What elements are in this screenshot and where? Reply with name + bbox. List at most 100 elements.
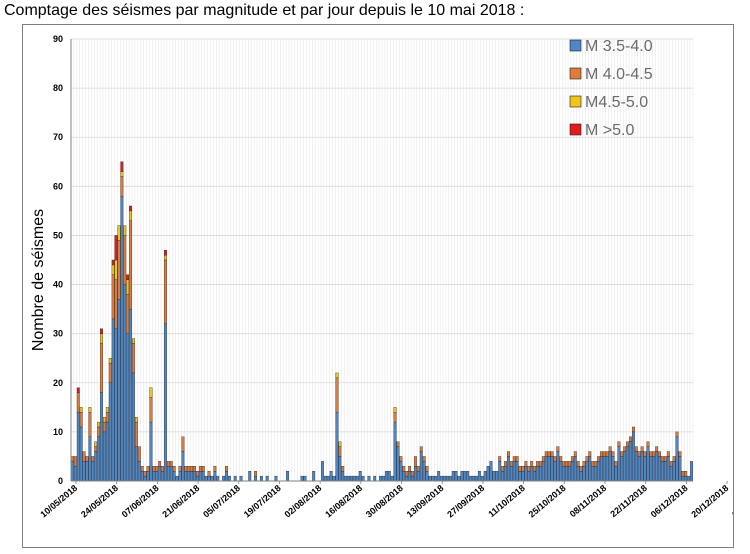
x-tick-label: 05/07/2018 xyxy=(201,483,242,520)
legend-label: M4.5-5.0 xyxy=(585,94,648,111)
bar-segment-series-2 xyxy=(190,466,194,472)
chart-frame: 0 10 20 30 40 50 60 70 80 90 10/05/2018 24/05/2018… xyxy=(22,24,734,548)
x-tick-label: 20/12/2018 xyxy=(689,483,730,520)
bar-segment-series-1 xyxy=(515,461,519,482)
bar-segment-series-2 xyxy=(126,294,130,334)
bar-segment-series-1 xyxy=(323,475,327,482)
bar-segment-series-2 xyxy=(132,343,135,374)
bar-segment-series-1 xyxy=(321,461,324,482)
bar-segment-series-2 xyxy=(640,446,644,452)
bar-segment-series-3 xyxy=(164,254,167,261)
bar-segment-series-2 xyxy=(85,456,89,462)
bar-segment-series-2 xyxy=(521,466,525,472)
bar-segment-series-4 xyxy=(126,274,130,280)
bar-segment-series-1 xyxy=(204,475,208,482)
bar-segment-series-1 xyxy=(661,461,664,482)
bar-segment-series-2 xyxy=(524,461,528,467)
bar-segment-series-2 xyxy=(97,426,101,437)
bar-segment-series-2 xyxy=(533,466,537,472)
bar-segment-series-2 xyxy=(661,456,664,462)
bar-segment-series-1 xyxy=(445,475,449,482)
y-tick-label: 50 xyxy=(53,230,63,240)
bar-segment-series-2 xyxy=(623,446,627,452)
bar-segment-series-1 xyxy=(591,466,595,482)
bar-segment-series-1 xyxy=(416,471,420,482)
bar-segment-series-3 xyxy=(105,407,109,413)
bar-segment-series-1 xyxy=(382,475,385,482)
bar-segment-series-1 xyxy=(448,475,452,482)
bar-segment-series-1 xyxy=(184,471,188,482)
bar-segment-series-1 xyxy=(637,456,641,482)
bar-segment-series-1 xyxy=(201,471,205,482)
bar-segment-series-2 xyxy=(396,441,400,447)
bar-segment-series-1 xyxy=(161,471,164,482)
legend-label: M >5.0 xyxy=(585,122,634,139)
bar-segment-series-1 xyxy=(225,471,228,482)
bar-segment-series-1 xyxy=(550,456,554,482)
bar-segment-series-1 xyxy=(466,471,470,482)
y-tick-label: 30 xyxy=(53,329,63,339)
bar-segment-series-1 xyxy=(312,471,316,482)
bar-segment-series-1 xyxy=(443,475,446,482)
bar-segment-series-1 xyxy=(190,471,194,482)
bar-segment-series-2 xyxy=(91,456,95,462)
bar-segment-series-3 xyxy=(132,338,135,344)
y-tick-label: 0 xyxy=(58,476,63,486)
bar-segment-series-2 xyxy=(402,466,406,472)
bar-segment-series-2 xyxy=(155,466,159,472)
bar-segment-series-2 xyxy=(425,466,429,472)
bar-segment-series-1 xyxy=(498,461,502,482)
bar-segment-series-1 xyxy=(681,475,685,482)
bar-segment-series-2 xyxy=(684,471,688,477)
bar-segment-series-1 xyxy=(640,451,644,482)
bar-segment-series-1 xyxy=(672,461,676,482)
bar-segment-series-1 xyxy=(547,456,551,482)
bar-segment-series-1 xyxy=(687,475,691,482)
bar-segment-series-1 xyxy=(553,461,557,482)
bar-segment-series-1 xyxy=(536,466,539,482)
bar-segment-series-1 xyxy=(678,456,682,482)
grid-lines xyxy=(70,38,694,482)
bar-segment-series-1 xyxy=(568,466,571,482)
bar-segment-series-2 xyxy=(140,466,144,472)
bar-segment-series-2 xyxy=(669,461,673,467)
bar-segment-series-2 xyxy=(137,446,141,462)
bar-segment-series-2 xyxy=(393,412,397,423)
bar-segment-series-2 xyxy=(649,451,653,457)
bar-segment-series-2 xyxy=(576,461,580,467)
bar-segment-series-2 xyxy=(172,466,176,472)
bar-segment-series-1 xyxy=(495,471,499,482)
bar-segment-series-1 xyxy=(422,461,426,482)
bar-segment-series-1 xyxy=(352,475,356,482)
bar-segment-series-1 xyxy=(213,471,217,482)
bar-segment-series-2 xyxy=(161,466,164,472)
bar-segment-series-1 xyxy=(97,436,101,482)
bar-segment-series-1 xyxy=(489,461,493,482)
bar-segment-series-2 xyxy=(646,441,650,447)
bar-segment-series-2 xyxy=(129,220,132,310)
bar-segment-series-1 xyxy=(492,471,496,482)
y-tick-label: 80 xyxy=(53,83,63,93)
bar-segment-series-2 xyxy=(123,235,127,285)
bar-segment-series-1 xyxy=(114,328,118,482)
y-tick-label: 40 xyxy=(53,280,63,290)
bar-segment-series-1 xyxy=(428,475,432,482)
bar-segment-series-3 xyxy=(114,259,118,280)
x-tick-label: 16/08/2018 xyxy=(323,483,364,520)
bar-segment-series-2 xyxy=(498,456,502,462)
bar-segment-series-3 xyxy=(100,333,103,344)
bar-segment-series-1 xyxy=(71,461,74,482)
x-tick-labels: 10/05/2018 24/05/2018 07/06/2018 21/06/2018… xyxy=(38,481,733,519)
bar-segment-series-2 xyxy=(73,456,77,467)
bar-segment-series-1 xyxy=(425,471,429,482)
bar-segment-series-1 xyxy=(166,466,170,482)
bar-segment-series-2 xyxy=(201,466,205,472)
bar-segment-series-1 xyxy=(227,475,231,482)
bar-segment-series-1 xyxy=(123,284,127,482)
bar-segment-series-1 xyxy=(143,475,147,482)
bar-segment-series-1 xyxy=(414,466,417,482)
bar-segment-series-2 xyxy=(416,466,420,472)
bar-segment-series-2 xyxy=(411,471,414,477)
x-tick-label: 13/09/2018 xyxy=(405,483,446,520)
bar-segment-series-2 xyxy=(626,441,630,447)
